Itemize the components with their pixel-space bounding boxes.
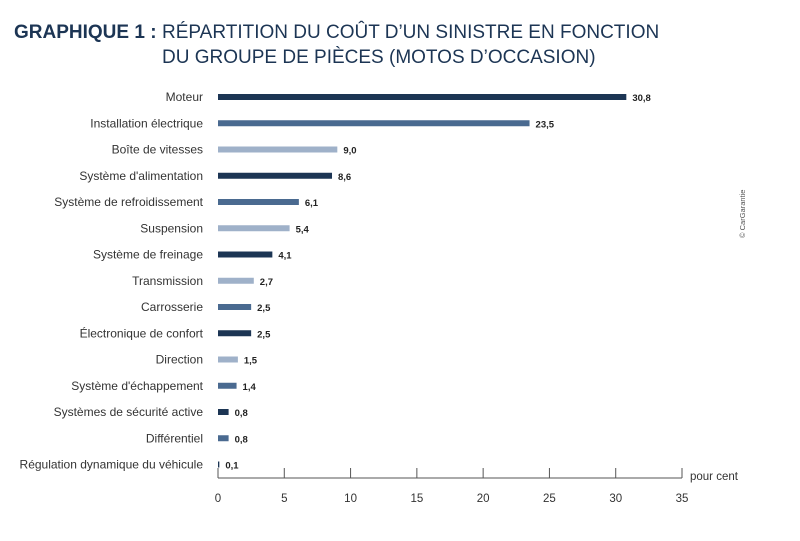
bar xyxy=(218,172,333,179)
value-label: 0,8 xyxy=(235,434,248,445)
bar xyxy=(218,120,530,127)
value-label: 1,4 xyxy=(243,382,257,393)
value-label: 6,1 xyxy=(305,198,319,209)
category-label: Systèmes de sécurité active xyxy=(54,405,204,419)
x-tick-label: 10 xyxy=(344,493,357,505)
copyright-notice: © CarGarantie xyxy=(738,189,747,238)
bar xyxy=(218,277,254,284)
value-label: 5,4 xyxy=(296,224,310,235)
bar xyxy=(218,199,299,205)
chart-title-line1: RÉPARTITION DU COÛT D’UN SINISTRE EN FON… xyxy=(162,22,660,43)
value-label: 2,5 xyxy=(257,303,271,314)
x-tick-label: 15 xyxy=(410,493,423,505)
category-label: Boîte de vitesses xyxy=(112,143,203,157)
category-label: Système d'échappement xyxy=(71,379,203,393)
category-label: Transmission xyxy=(132,274,203,288)
bar xyxy=(218,356,238,363)
value-label: 2,5 xyxy=(257,329,271,340)
bar xyxy=(218,94,627,100)
bar xyxy=(218,461,220,468)
category-label: Suspension xyxy=(140,221,203,235)
value-label: 0,8 xyxy=(235,408,248,419)
value-label: 23,5 xyxy=(536,119,555,130)
bar xyxy=(218,382,237,389)
x-axis-unit-label: pour cent xyxy=(690,471,739,483)
bar xyxy=(218,146,338,153)
x-tick-label: 5 xyxy=(281,493,287,505)
value-label: 0,1 xyxy=(225,461,239,472)
value-label: 2,7 xyxy=(260,277,273,288)
bar xyxy=(218,435,229,442)
category-label: Système de freinage xyxy=(93,248,203,262)
bar xyxy=(218,409,229,415)
category-label: Système d'alimentation xyxy=(79,169,203,183)
value-label: 30,8 xyxy=(632,93,651,104)
x-tick-label: 20 xyxy=(477,493,490,505)
value-label: 8,6 xyxy=(338,172,351,183)
value-label: 1,5 xyxy=(244,356,258,367)
bar xyxy=(218,304,252,310)
category-label: Direction xyxy=(156,353,203,367)
chart-title: GRAPHIQUE 1 : RÉPARTITION DU COÛT D’UN SI… xyxy=(14,20,659,70)
x-tick-label: 30 xyxy=(609,493,622,505)
bar xyxy=(218,251,273,258)
bar xyxy=(218,330,252,337)
value-label: 9,0 xyxy=(343,146,356,157)
category-label: Système de refroidissement xyxy=(54,195,203,209)
x-tick-label: 0 xyxy=(215,493,221,505)
category-label: Électronique de confort xyxy=(80,325,204,340)
chart-title-line2: DU GROUPE DE PIÈCES (MOTOS D’OCCASION) xyxy=(162,47,596,68)
value-label: 4,1 xyxy=(278,251,292,262)
category-label: Régulation dynamique du véhicule xyxy=(20,458,204,472)
category-label: Différentiel xyxy=(146,431,203,445)
category-label: Carrosserie xyxy=(141,300,203,314)
x-tick-label: 35 xyxy=(676,493,689,505)
category-label: Installation électrique xyxy=(90,116,203,130)
x-tick-label: 25 xyxy=(543,493,556,505)
category-label: Moteur xyxy=(166,90,203,104)
chart-title-prefix: GRAPHIQUE 1 : xyxy=(14,22,157,43)
bar xyxy=(218,225,290,232)
